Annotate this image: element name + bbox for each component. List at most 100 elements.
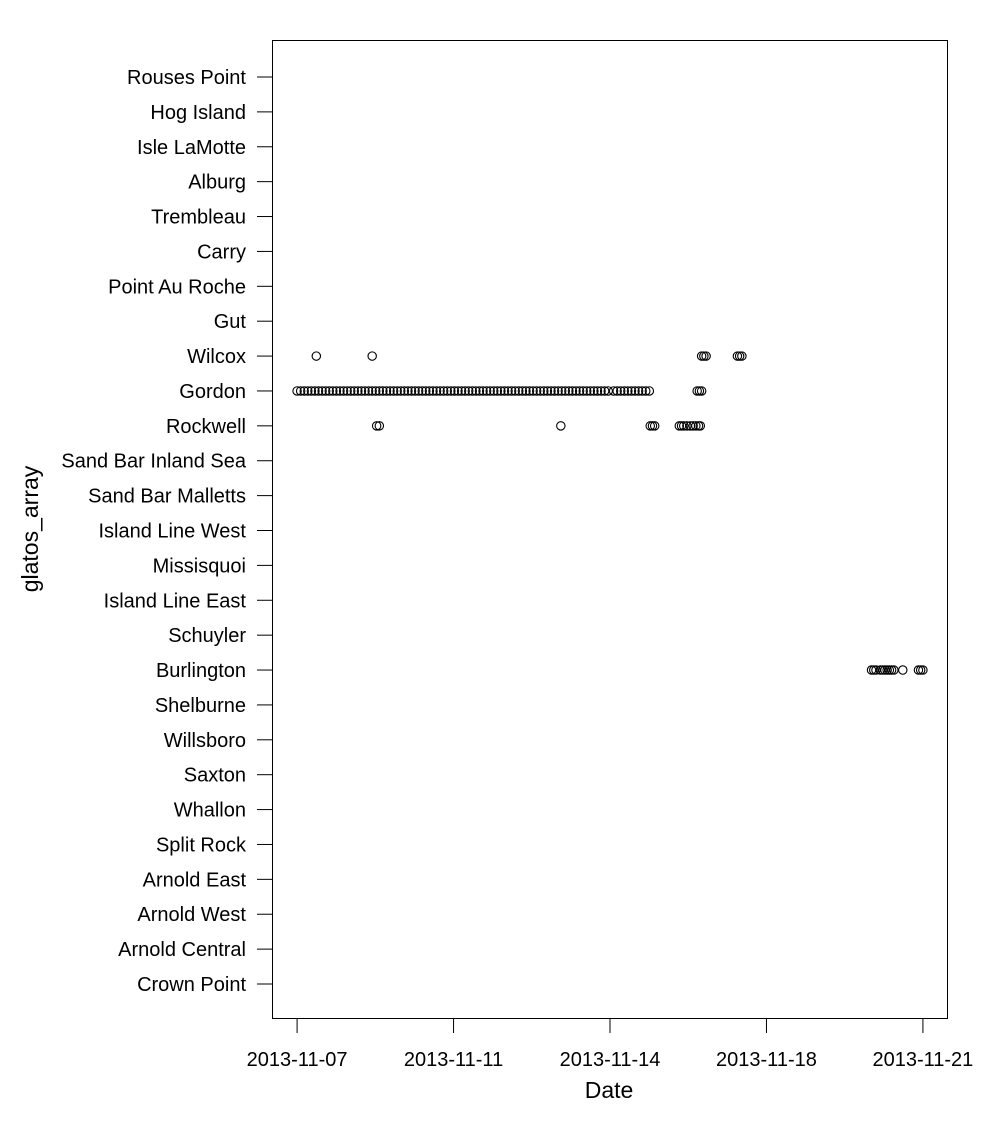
point-rockwell-5 [649,421,660,431]
point-gordon-89 [612,386,622,396]
y-tick-label-sand-bar-malletts: Sand Bar Malletts [88,486,246,508]
point-gordon-64 [521,386,531,396]
point-gordon-26 [385,386,395,396]
point-rockwell-1 [374,421,385,431]
point-rockwell-3 [645,421,655,431]
point-wilcox-5 [732,351,743,361]
point-gordon-46 [456,386,467,396]
point-rockwell-11 [688,421,698,431]
point-gordon-94 [630,386,640,396]
point-gordon-43 [446,386,456,396]
point-gordon-15 [345,386,356,396]
point-gordon-30 [399,386,410,396]
x-axis-title: Date [585,1077,634,1103]
point-gordon-10 [328,386,338,396]
point-gordon-73 [553,386,563,396]
point-gordon-37 [424,386,435,396]
point-wilcox-4 [701,351,711,361]
point-wilcox-2 [696,351,707,361]
y-tick-label-rockwell: Rockwell [166,416,246,438]
point-gordon-100 [694,386,705,396]
point-gordon-38 [428,386,438,396]
y-tick-label-rouses-point: Rouses Point [127,67,246,89]
point-gordon-60 [506,386,517,396]
point-burlington-10 [898,665,908,675]
point-gordon-92 [623,386,633,396]
point-gordon-4 [306,386,317,396]
y-tick-label-willsboro: Willsboro [164,730,246,752]
point-wilcox-1 [367,351,377,361]
point-gordon-2 [299,386,309,396]
point-gordon-70 [542,386,553,396]
point-gordon-36 [421,386,431,396]
y-tick-label-shelburne: Shelburne [155,695,246,717]
point-gordon-12 [335,386,345,396]
point-gordon-62 [514,386,524,396]
point-burlington-13 [918,665,928,675]
point-gordon-0 [292,386,302,396]
y-axis-title: glatos_array [17,465,43,592]
point-gordon-52 [478,386,488,396]
point-gordon-19 [360,386,370,396]
point-rockwell-12 [691,421,701,431]
y-tick-label-point-au-roche: Point Au Roche [108,276,246,298]
point-burlington-8 [886,665,897,675]
point-gordon-63 [517,386,528,396]
point-gordon-81 [582,386,592,396]
point-rockwell-0 [371,421,382,431]
point-gordon-28 [392,386,402,396]
point-gordon-33 [410,386,420,396]
y-tick-label-crown-point: Crown Point [137,974,246,996]
y-tick-label-trembleau: Trembleau [151,207,246,229]
point-rockwell-14 [695,421,706,431]
point-wilcox-6 [734,351,745,361]
point-gordon-74 [556,386,567,396]
point-gordon-77 [567,386,578,396]
point-gordon-67 [531,386,542,396]
point-gordon-57 [496,386,506,396]
point-gordon-40 [435,386,445,396]
point-gordon-95 [633,386,644,396]
point-gordon-76 [564,386,574,396]
point-gordon-48 [463,386,474,396]
y-tick-label-schuyler: Schuyler [168,625,246,647]
point-gordon-93 [626,386,637,396]
x-axis: 2013-11-07 2013-11-11 2013-11-14 2013-11-18… [247,1018,973,1071]
y-tick-label-arnold-east: Arnold East [143,869,247,891]
point-gordon-58 [499,386,510,396]
point-gordon-27 [388,386,399,396]
y-tick-label-gordon: Gordon [179,381,246,403]
y-tick-label-alburg: Alburg [188,172,246,194]
point-gordon-69 [539,386,549,396]
y-tick-label-whallon: Whallon [174,800,246,822]
point-burlington-6 [882,665,892,675]
y-tick-label-arnold-central: Arnold Central [118,939,246,961]
x-tick-label-2013-11-11: 2013-11-11 [404,1049,503,1071]
point-gordon-5 [310,386,320,396]
point-gordon-9 [324,386,335,396]
point-rockwell-4 [647,421,658,431]
point-gordon-21 [367,386,377,396]
point-gordon-56 [492,386,503,396]
point-gordon-8 [320,386,331,396]
point-gordon-29 [396,386,406,396]
y-tick-label-burlington: Burlington [156,660,246,682]
x-tick-label-2013-11-14: 2013-11-14 [560,1049,661,1071]
point-gordon-99 [692,386,702,396]
point-gordon-42 [442,386,453,396]
point-gordon-49 [467,386,478,396]
point-gordon-45 [453,386,463,396]
point-gordon-88 [608,386,619,396]
y-tick-label-split-rock: Split Rock [156,834,247,856]
x-tick-label-2013-11-18: 2013-11-18 [716,1049,817,1071]
point-gordon-98 [644,386,655,396]
point-gordon-59 [503,386,513,396]
y-tick-label-arnold-west: Arnold West [137,904,246,926]
point-gordon-11 [331,386,342,396]
point-gordon-101 [696,386,707,396]
point-gordon-91 [619,386,630,396]
y-tick-label-island-line-west: Island Line West [99,521,247,543]
point-burlington-12 [915,665,926,675]
y-tick-label-wilcox: Wilcox [187,346,246,368]
y-tick-label-isle-lamotte: Isle LaMotte [137,137,246,159]
